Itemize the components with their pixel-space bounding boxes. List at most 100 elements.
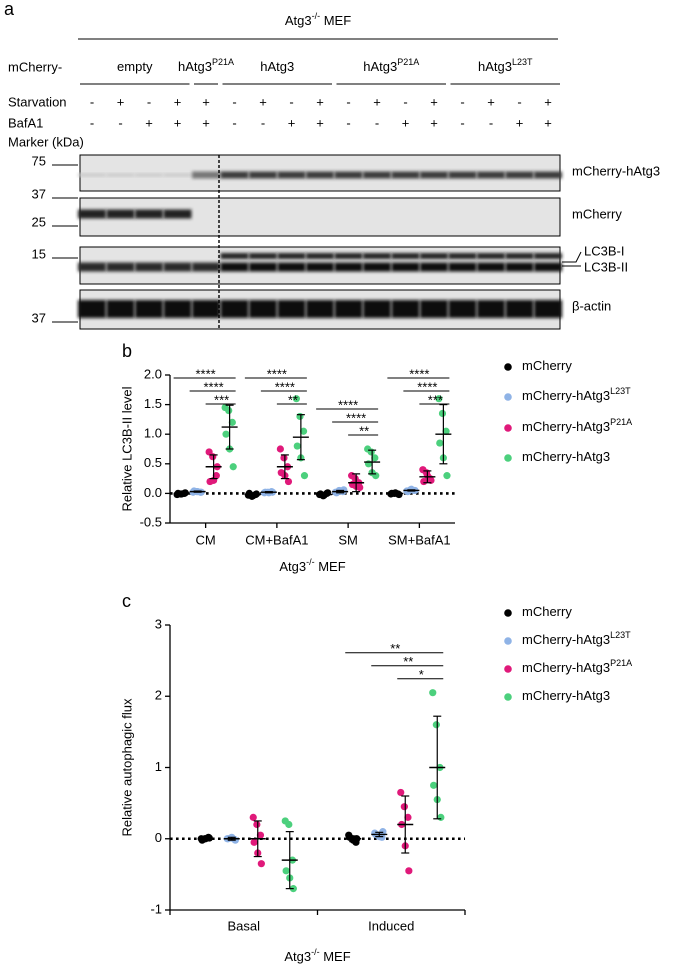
superscript: P21A (610, 658, 632, 668)
legend-marker (504, 637, 512, 645)
blot-band (306, 300, 334, 318)
legend-marker (504, 693, 512, 701)
blot-band (192, 171, 220, 179)
y-tick-label: 1.5 (144, 396, 162, 411)
condition-value: - (346, 94, 350, 109)
data-point (442, 427, 450, 435)
blot-band (220, 262, 249, 272)
condition-value: + (316, 94, 324, 109)
y-tick-label: -1 (150, 901, 162, 916)
condition-value: - (147, 94, 151, 109)
data-point (229, 463, 237, 471)
significance-label: **** (204, 379, 224, 394)
band-label: LC3B-II (584, 259, 628, 274)
blot-band (334, 171, 363, 179)
x-tick-label: SM (338, 532, 358, 547)
blot-band (534, 253, 562, 259)
blot-band (220, 300, 249, 318)
condition-value: - (460, 115, 464, 130)
blot-band (334, 253, 363, 259)
blot-band (363, 171, 391, 179)
data-point (356, 483, 364, 492)
blot-band (78, 209, 106, 219)
blot-band (277, 262, 306, 272)
significance-label: ** (390, 641, 400, 656)
blot-band (249, 253, 277, 259)
blot-band (391, 300, 420, 318)
panel-label: a (4, 0, 15, 19)
panel-label: c (122, 591, 131, 611)
blot-band (78, 262, 106, 272)
condition-label: BafA1 (8, 115, 43, 130)
blot-band (534, 262, 562, 272)
legend-marker (504, 609, 512, 617)
legend-label: mCherry (522, 604, 572, 619)
blot-band (249, 262, 277, 272)
condition-value: + (117, 94, 125, 109)
significance-label: ** (288, 392, 298, 407)
condition-value: + (145, 115, 153, 130)
blot-band (505, 300, 534, 318)
significance-label: **** (267, 366, 287, 381)
data-point (225, 406, 233, 415)
group-label: hAtg3 (260, 59, 294, 74)
row-label: mCherry- (8, 59, 62, 74)
data-point (364, 460, 373, 468)
blot-band (420, 253, 448, 259)
band-label: mCherry (572, 206, 622, 221)
condition-value: + (288, 115, 296, 130)
text-part: mCherry-hAtg3 (522, 449, 610, 464)
legend-marker (504, 454, 512, 462)
data-point (222, 430, 230, 438)
data-point (420, 477, 428, 486)
superscript: L23T (610, 386, 631, 396)
legend-marker (504, 363, 512, 371)
condition-value: + (202, 115, 210, 130)
blot-band (477, 300, 505, 318)
y-tick-label: 0.0 (144, 485, 162, 500)
x-axis-title: Atg3-/- MEF (284, 947, 350, 964)
y-axis-title: Relative LC3B-II level (119, 386, 134, 511)
data-point (429, 689, 437, 697)
data-point (430, 781, 438, 789)
condition-value: + (487, 94, 495, 109)
text-part: hAtg3 (363, 59, 397, 74)
data-point (405, 867, 413, 875)
legend-label: mCherry-hAtg3 (522, 688, 610, 703)
data-point (371, 454, 379, 462)
blot-band (78, 173, 106, 177)
group-label: hAtg3L23T (478, 57, 533, 74)
blot-band (420, 262, 448, 272)
text-part: Atg3 (279, 559, 306, 574)
data-point (300, 472, 309, 480)
condition-value: - (118, 115, 122, 130)
band-label: mCherry-hAtg3 (572, 163, 660, 178)
blot-band (106, 300, 135, 318)
superscript: P21A (397, 57, 419, 67)
marker-label: 15 (32, 246, 46, 261)
header-label: Atg3-/- MEF (285, 11, 351, 28)
significance-label: **** (417, 379, 437, 394)
blot-band (477, 253, 505, 259)
condition-value: - (375, 115, 379, 130)
blot-band (306, 262, 334, 272)
y-axis-title: Relative autophagic flux (119, 698, 134, 837)
significance-label: ** (359, 423, 369, 438)
blot-band (135, 209, 163, 219)
text-part: hAtg3 (478, 59, 512, 74)
legend-marker (504, 393, 512, 401)
significance-label: **** (409, 366, 429, 381)
condition-value: - (90, 115, 94, 130)
x-axis-title: Atg3-/- MEF (279, 557, 345, 574)
y-tick-label: 0 (155, 830, 162, 845)
marker-label: 75 (32, 153, 46, 168)
condition-value: - (346, 115, 350, 130)
text-part: MEF (320, 949, 351, 964)
condition-label: Starvation (8, 94, 67, 109)
text-part: hAtg3 (178, 59, 212, 74)
text-part: mCherry (522, 358, 572, 373)
data-point (282, 867, 290, 875)
condition-value: - (232, 94, 236, 109)
blot-band (505, 171, 534, 179)
